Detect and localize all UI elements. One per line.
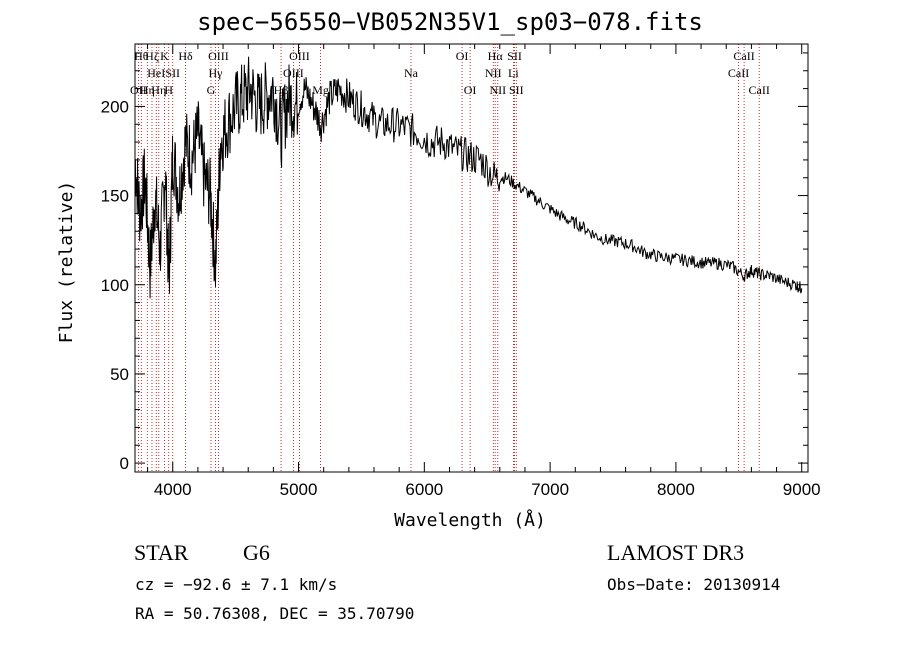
- y-axis-label: Flux (relative): [56, 181, 77, 344]
- y-tick-label: 150: [101, 187, 129, 206]
- spectral-line-label: OI: [464, 83, 477, 97]
- spectral-line-label: OIII: [208, 49, 229, 63]
- object-class: STAR: [134, 540, 189, 565]
- spectral-line-label: Hδ: [178, 49, 193, 63]
- x-tick-label: 7000: [531, 480, 569, 499]
- redshift-cz: cz = −92.6 ± 7.1 km/s: [135, 575, 338, 594]
- spectral-line-label: G: [207, 83, 216, 97]
- chart-title: spec−56550−VB052N35V1_sp03−078.fits: [197, 8, 703, 36]
- spectral-line-label: SII: [165, 66, 180, 80]
- spectral-line-label: HeI: [147, 66, 165, 80]
- y-tick-label: 0: [120, 454, 129, 473]
- object-subclass: G6: [243, 540, 270, 565]
- spectral-line-label: NII: [489, 83, 506, 97]
- spectral-line-label: OII: [130, 83, 147, 97]
- spectral-line-label: Hζ: [145, 49, 159, 63]
- observation-date: Obs−Date: 20130914: [607, 575, 781, 594]
- spectral-line-label: Hγ: [209, 66, 224, 80]
- x-tick-label: 9000: [783, 480, 821, 499]
- spectral-line-label: K: [160, 49, 169, 63]
- spectral-line-label: Hη: [151, 83, 166, 97]
- spectral-line-label: SII: [509, 83, 524, 97]
- spectral-line-label: CaII: [749, 83, 770, 97]
- survey-name: LAMOST DR3: [607, 540, 745, 565]
- y-tick-label: 50: [110, 365, 129, 384]
- spectral-line-label: Hη: [140, 83, 155, 97]
- spectral-line-label: Hθ: [134, 49, 149, 63]
- x-tick-label: 6000: [405, 480, 443, 499]
- coordinates: RA = 50.76308, DEC = 35.70790: [135, 604, 415, 623]
- spectral-line-label: OIII: [283, 66, 304, 80]
- x-tick-label: 5000: [280, 480, 318, 499]
- plot-frame: [134, 43, 809, 473]
- spectral-line-label: Hα: [488, 49, 504, 63]
- spectral-line-label: CaII: [728, 66, 749, 80]
- spectrum-series-line: [134, 56, 803, 299]
- spectral-line-label: Hβ: [274, 83, 289, 97]
- x-tick-label: 4000: [154, 480, 192, 499]
- y-tick-label: 100: [101, 276, 129, 295]
- spectral-line-label: NII: [485, 66, 502, 80]
- spectral-line-label: H: [164, 83, 173, 97]
- x-tick-label: 8000: [657, 480, 695, 499]
- spectral-line-label: Li: [508, 66, 519, 80]
- x-axis-label: Wavelength (Å): [394, 510, 546, 531]
- spectral-line-label: Mg: [312, 83, 329, 97]
- y-tick-label: 200: [101, 97, 129, 116]
- spectral-line-label: SII: [507, 49, 522, 63]
- spectral-line-label: Na: [404, 66, 419, 80]
- spectral-line-label: OI: [456, 49, 469, 63]
- spectral-line-label: OIII: [289, 49, 310, 63]
- spectral-line-label: CaII: [733, 49, 754, 63]
